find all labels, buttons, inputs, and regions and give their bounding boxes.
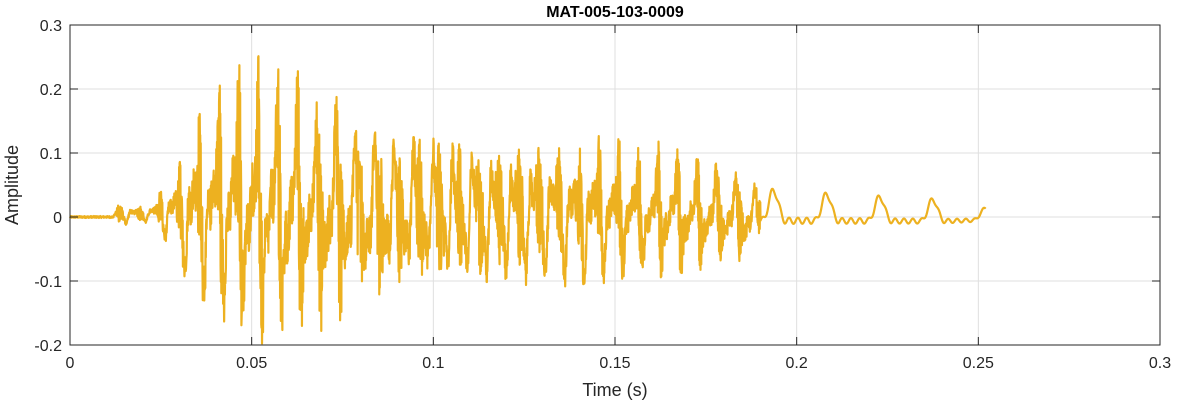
x-tick-label: 0.1 <box>422 355 444 372</box>
y-axis-label: Amplitude <box>2 145 22 225</box>
x-tick-label: 0 <box>66 355 75 372</box>
chart-title: MAT-005-103-0009 <box>546 4 684 21</box>
y-tick-label: -0.1 <box>34 274 62 291</box>
y-tick-label: 0.1 <box>40 146 62 163</box>
x-tick-label: 0.3 <box>1149 355 1171 372</box>
y-tick-label: 0.3 <box>40 18 62 35</box>
x-tick-label: 0.25 <box>963 355 994 372</box>
x-tick-label: 0.2 <box>786 355 808 372</box>
y-tick-label: 0 <box>53 210 62 227</box>
x-axis-label: Time (s) <box>582 380 647 400</box>
series-line <box>68 55 987 345</box>
y-tick-label: 0.2 <box>40 82 62 99</box>
axis-ticks: 0 0.05 0.1 0.15 0.2 0.25 0.3 -0.2 -0.1 0 0.1 0.2 0.3 <box>34 18 1171 372</box>
x-tick-label: 0.05 <box>236 355 267 372</box>
y-tick-label: -0.2 <box>34 338 62 355</box>
x-tick-label: 0.15 <box>599 355 630 372</box>
